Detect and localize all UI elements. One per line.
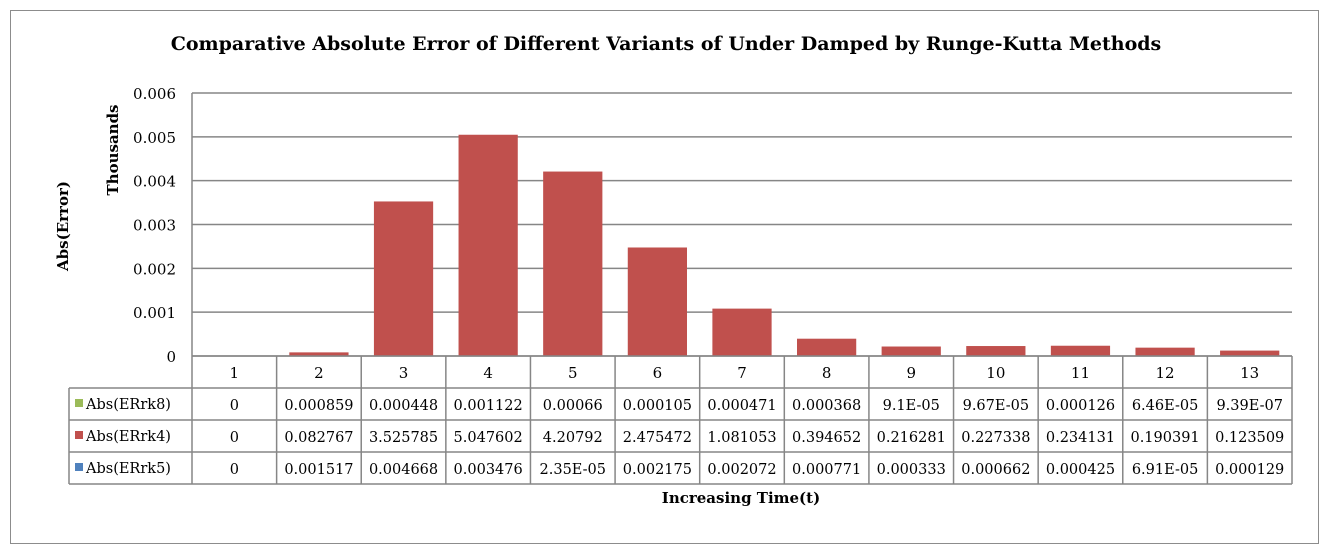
bar (1220, 350, 1280, 356)
data-label: 0.00066 (543, 398, 603, 414)
bar (1050, 345, 1111, 356)
bar (458, 134, 518, 356)
y-axis-ticks: 0 0.001 0.002 0.003 0.004 0.005 0.006 (133, 85, 176, 366)
legend-key (75, 463, 83, 471)
x-tick-label: 4 (483, 364, 493, 382)
x-tick-label: 9 (906, 364, 916, 382)
legend-entry: Abs(ERrk8) (85, 397, 171, 413)
bar (373, 201, 434, 356)
data-label: 0.000471 (707, 398, 776, 414)
data-label: 0.003476 (454, 462, 523, 478)
data-label: 0.000333 (877, 462, 946, 478)
data-label: 0.000448 (369, 398, 438, 414)
data-label: 6.91E-05 (1132, 462, 1199, 478)
data-label: 0.000859 (284, 398, 353, 414)
legend-entry: Abs(ERrk4) (85, 429, 171, 445)
legend-entry: Abs(ERrk5) (85, 461, 171, 477)
data-label: 3.525785 (369, 430, 438, 446)
data-label: 0 (230, 430, 239, 446)
legend-key (75, 399, 83, 407)
data-label: 9.39E-07 (1216, 398, 1283, 414)
bar (881, 346, 941, 356)
x-tick-label: 13 (1240, 364, 1259, 382)
data-label: 0.002175 (623, 462, 692, 478)
data-label: 1.081053 (707, 430, 776, 446)
data-label: 5.047602 (454, 430, 523, 446)
chart-title: Comparative Absolute Error of Different … (171, 33, 1162, 55)
data-label: 9.67E-05 (963, 398, 1030, 414)
y-tick-label: 0.005 (133, 129, 176, 147)
data-label: 0.000425 (1046, 462, 1115, 478)
bar (627, 247, 687, 356)
data-label: 2.475472 (623, 430, 692, 446)
y-tick-label: 0.003 (133, 217, 176, 235)
x-tick-label: 12 (1156, 364, 1175, 382)
data-label: 0.234131 (1046, 430, 1115, 446)
x-tick-label: 8 (822, 364, 832, 382)
data-label: 0.000129 (1215, 462, 1284, 478)
x-tick-label: 3 (399, 364, 409, 382)
data-label: 0.216281 (877, 430, 946, 446)
x-tick-label: 5 (568, 364, 578, 382)
data-label: 0.002072 (707, 462, 776, 478)
data-label: 0.123509 (1215, 430, 1284, 446)
x-tick-label: 6 (653, 364, 663, 382)
x-axis-title: Increasing Time(t) (662, 489, 820, 507)
data-label: 0.394652 (792, 430, 861, 446)
bar (543, 171, 603, 356)
data-label: 0.000662 (961, 462, 1030, 478)
bar (966, 346, 1026, 356)
data-label: 0 (230, 398, 239, 414)
data-label: 0.000126 (1046, 398, 1115, 414)
data-label: 0.000368 (792, 398, 861, 414)
x-tick-label: 11 (1071, 364, 1090, 382)
data-label: 6.46E-05 (1132, 398, 1199, 414)
data-label: 0 (230, 462, 239, 478)
data-label: 0.082767 (284, 430, 353, 446)
data-label: 2.35E-05 (540, 462, 607, 478)
data-label: 0.001517 (284, 462, 353, 478)
x-tick-label: 7 (737, 364, 747, 382)
data-label: 0.004668 (369, 462, 438, 478)
data-label: 4.20792 (543, 430, 603, 446)
y-axis-unit-label: Thousands (104, 105, 122, 196)
bar (289, 352, 349, 356)
data-label: 0.000105 (623, 398, 692, 414)
bars (289, 134, 1280, 356)
y-tick-label: 0.002 (133, 260, 176, 278)
bar (797, 338, 857, 356)
y-tick-label: 0.001 (133, 304, 176, 322)
x-tick-label: 1 (230, 364, 240, 382)
data-label: 0.001122 (454, 398, 523, 414)
y-tick-label: 0.006 (133, 85, 176, 103)
data-label: 9.1E-05 (883, 398, 940, 414)
data-label: 0.190391 (1130, 430, 1199, 446)
y-tick-label: 0.004 (133, 173, 176, 191)
data-label: 0.227338 (961, 430, 1030, 446)
y-axis-title: Abs(Error) (54, 181, 72, 272)
bar (1135, 347, 1195, 356)
bar (712, 308, 772, 356)
legend-key (75, 431, 83, 439)
x-tick-label: 10 (986, 364, 1005, 382)
y-tick-label: 0 (166, 348, 176, 366)
data-label: 0.000771 (792, 462, 861, 478)
x-tick-label: 2 (314, 364, 324, 382)
